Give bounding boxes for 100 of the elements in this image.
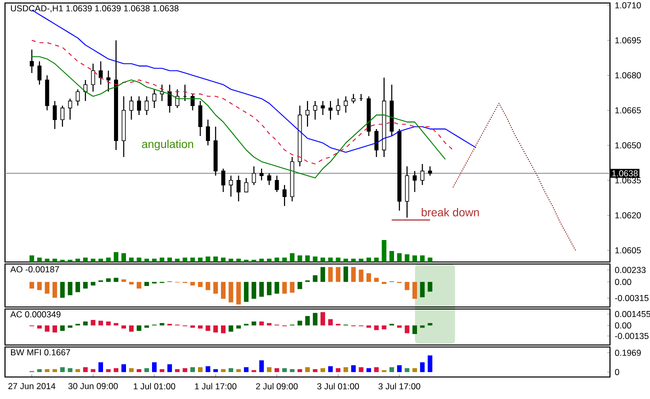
candlestick	[76, 88, 80, 106]
bar	[129, 368, 134, 372]
bar	[259, 282, 264, 297]
bar	[228, 258, 234, 262]
bar	[351, 365, 356, 372]
bar	[266, 258, 272, 262]
ref-line-label: 1.0638	[612, 170, 638, 176]
bar	[190, 367, 195, 372]
bar	[129, 325, 134, 332]
x-tick-label: 3 Jul 17:00	[378, 383, 420, 390]
bar	[412, 368, 418, 372]
bar	[312, 275, 318, 282]
x-tick-label: 30 Jun 09:00	[68, 383, 118, 390]
bar	[290, 282, 294, 293]
bar	[152, 258, 157, 262]
bar	[351, 267, 356, 282]
bar	[420, 325, 425, 328]
bar	[298, 320, 302, 326]
bar	[106, 322, 111, 326]
bar	[428, 355, 432, 372]
bar	[282, 368, 287, 372]
candlestick	[267, 172, 272, 186]
bar	[336, 368, 340, 372]
bar	[366, 368, 372, 372]
bar	[98, 320, 104, 326]
candlestick	[260, 168, 264, 181]
x-tick-label: 27 Jun 2014	[8, 383, 56, 390]
bar	[136, 325, 142, 331]
bar	[312, 369, 318, 372]
bar	[266, 367, 272, 372]
bar	[305, 316, 310, 326]
bar	[252, 322, 256, 326]
bar	[274, 258, 280, 262]
annotation: angulation	[142, 140, 194, 150]
chart-title: BW MFI 0.1667	[11, 349, 70, 356]
candlestick	[336, 98, 340, 116]
bar	[404, 254, 410, 262]
bar	[336, 267, 340, 282]
bar	[382, 325, 386, 330]
bar	[366, 325, 372, 328]
bar	[274, 368, 280, 372]
bar	[52, 282, 58, 298]
bar	[144, 325, 149, 328]
bar	[136, 369, 142, 372]
bar	[190, 325, 195, 328]
bar	[60, 367, 65, 372]
candlestick	[305, 100, 310, 128]
bar	[37, 369, 42, 372]
bar	[420, 362, 425, 372]
bar	[213, 282, 218, 294]
candlestick	[274, 175, 279, 193]
candlestick	[320, 100, 325, 116]
candlestick	[351, 93, 356, 104]
bar	[198, 258, 203, 262]
y-tick-label: 1.0605	[615, 247, 641, 254]
bar	[129, 258, 134, 262]
bar	[282, 258, 287, 262]
bar	[106, 258, 111, 262]
bar	[412, 255, 418, 262]
y-tick-label: 1.0620	[615, 212, 641, 218]
bar	[60, 282, 65, 298]
bar	[320, 258, 326, 262]
y-tick-label: 0.1969	[615, 350, 641, 356]
bar	[428, 282, 432, 292]
bar	[404, 368, 410, 372]
y-tick-label: -0.00135	[615, 332, 649, 340]
candlestick	[228, 175, 233, 198]
bar	[90, 320, 96, 326]
chart-title: AC 0.000349	[10, 311, 60, 318]
bar	[190, 258, 195, 262]
candlestick	[420, 163, 424, 186]
bar	[343, 367, 348, 372]
bar	[160, 258, 164, 262]
bar	[198, 325, 203, 329]
bar	[68, 325, 72, 328]
candlestick	[412, 170, 417, 193]
candlestick	[137, 96, 142, 116]
bar	[37, 282, 42, 290]
y-tick-label: 0.001455	[615, 310, 650, 318]
x-tick-label: 1 Jul 17:00	[195, 383, 236, 390]
bar	[68, 282, 72, 296]
bar	[160, 369, 164, 372]
bar	[44, 369, 50, 372]
bar	[129, 282, 134, 284]
y-tick-label: 1.0695	[615, 37, 641, 44]
bar	[236, 258, 241, 262]
bar	[83, 258, 88, 262]
bar	[144, 258, 149, 262]
bar	[121, 364, 126, 372]
bar	[114, 252, 118, 262]
bar	[106, 278, 111, 282]
bar	[244, 367, 249, 372]
bar	[320, 312, 326, 326]
bar	[259, 360, 264, 372]
bar	[206, 366, 210, 372]
bar	[98, 362, 104, 372]
bar	[121, 279, 126, 282]
bar	[37, 258, 42, 262]
bar	[83, 322, 88, 326]
chart-title: AO -0.00187	[10, 266, 59, 272]
